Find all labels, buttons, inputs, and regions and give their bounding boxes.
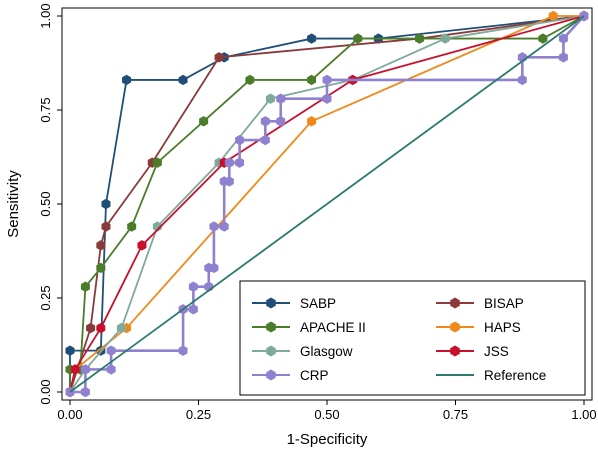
point-sabp (101, 198, 111, 210)
x-tick-label: 0.50 (314, 407, 339, 422)
y-tick-label: 1.00 (38, 3, 53, 28)
point-crp (80, 364, 90, 375)
point-apache-ii (80, 281, 90, 292)
legend-box (239, 280, 586, 396)
x-tick-label: 0.25 (186, 407, 211, 422)
point-haps (307, 116, 317, 127)
point-apache-ii (152, 157, 162, 168)
y-tick-label: 0.00 (38, 379, 53, 404)
y-axis: 0.00 0.25 0.50 0.75 1.00 (38, 3, 62, 405)
point-crp (276, 93, 286, 104)
point-apache-ii (96, 262, 106, 274)
point-apache-ii (199, 116, 209, 127)
point-crp (224, 157, 234, 168)
legend-item-sabp: SABP (252, 296, 336, 311)
legend-label: CRP (300, 368, 329, 383)
legend-item-reference: Reference (436, 368, 546, 383)
legend-item-apache-ii: APACHE II (252, 320, 366, 335)
point-crp (235, 157, 245, 168)
point-sabp (122, 74, 132, 86)
point-crp (517, 74, 527, 86)
point-crp (260, 116, 270, 127)
x-tick-label: 0.00 (57, 407, 82, 422)
legend-item-glasgow: Glasgow (252, 344, 353, 359)
point-bisap (101, 221, 111, 232)
point-crp (276, 116, 286, 127)
point-crp (80, 386, 90, 398)
point-crp (178, 345, 188, 356)
point-sabp (65, 345, 75, 356)
series-crp (65, 10, 589, 398)
point-crp (558, 33, 568, 44)
legend-label: Reference (484, 368, 546, 383)
point-glasgow (116, 322, 126, 334)
y-tick-label: 0.50 (38, 191, 53, 216)
point-jss (70, 364, 80, 375)
legend-label: JSS (484, 344, 509, 359)
point-bisap (96, 240, 106, 251)
point-crp (209, 262, 219, 274)
point-crp (235, 134, 245, 146)
point-crp (260, 134, 270, 146)
point-jss (137, 240, 147, 251)
point-crp (558, 52, 568, 63)
legend-item-bisap: BISAP (436, 296, 524, 311)
point-crp (322, 93, 332, 104)
point-crp (106, 345, 116, 356)
point-crp (209, 221, 219, 232)
point-crp (188, 281, 198, 292)
point-sabp (178, 74, 188, 86)
point-crp (219, 221, 229, 232)
legend-label: BISAP (484, 296, 524, 311)
y-tick-label: 0.25 (38, 285, 53, 310)
legend-item-jss: JSS (436, 344, 509, 359)
legend-label: APACHE II (300, 320, 366, 335)
x-tick-label: 0.75 (443, 407, 468, 422)
point-apache-ii (353, 33, 363, 44)
point-apache-ii (245, 74, 255, 86)
x-axis-title: 1-Specificity (287, 431, 368, 448)
x-tick-label: 1.00 (571, 407, 596, 422)
series-reference (69, 15, 585, 393)
legend-label: HAPS (484, 320, 521, 335)
point-glasgow (440, 33, 450, 44)
series-line-bisap (69, 15, 585, 393)
legend-swatch-marker (450, 297, 460, 309)
legend-swatch-marker (266, 297, 276, 309)
point-bisap (214, 52, 224, 63)
point-apache-ii (127, 221, 137, 232)
x-axis: 0.00 0.25 0.50 0.75 1.00 (57, 400, 597, 422)
series-line-sabp (69, 15, 585, 392)
series-line-reference (69, 15, 585, 393)
point-crp (188, 304, 198, 315)
point-glasgow (152, 221, 162, 232)
legend-swatch-marker (266, 369, 276, 381)
point-crp (224, 176, 234, 187)
legend-swatch-marker (450, 321, 460, 333)
point-apache-ii (415, 33, 425, 44)
point-apache-ii (538, 33, 548, 44)
series-line-apache-ii (69, 15, 585, 392)
point-crp (322, 74, 332, 86)
legend-label: Glasgow (300, 344, 353, 359)
point-apache-ii (307, 74, 317, 86)
point-glasgow (265, 93, 275, 104)
point-jss (96, 322, 106, 334)
legend: SABP BISAP APACHE II HAPS Glasgow JSS CRP Refer… (239, 280, 586, 396)
series-layer (65, 10, 589, 398)
legend-item-crp: CRP (252, 368, 329, 383)
legend-label: SABP (300, 296, 336, 311)
y-axis-title: Sensitivity (5, 170, 22, 238)
point-sabp (307, 33, 317, 44)
point-bisap (86, 322, 96, 334)
legend-swatch-marker (450, 345, 460, 357)
legend-swatch-marker (266, 345, 276, 357)
legend-item-haps: HAPS (436, 320, 521, 335)
point-crp (106, 364, 116, 375)
legend-swatch-marker (266, 321, 276, 333)
y-tick-label: 0.75 (38, 97, 53, 122)
point-haps (548, 10, 558, 22)
